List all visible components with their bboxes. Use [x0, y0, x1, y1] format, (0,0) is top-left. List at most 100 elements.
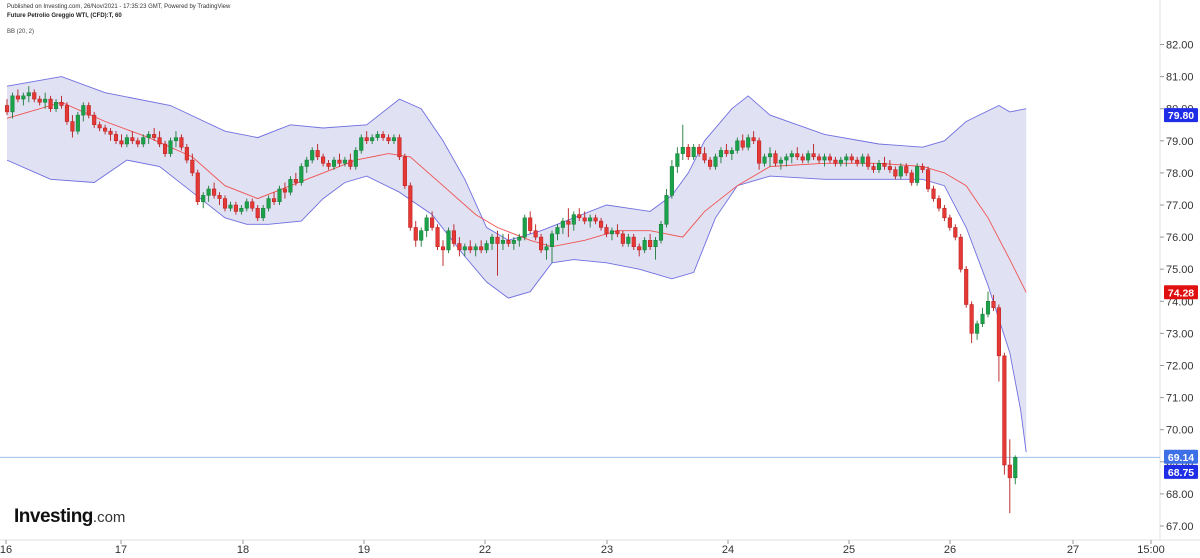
candle-body — [528, 217, 533, 231]
candle-body — [675, 153, 680, 167]
candle-body — [212, 188, 217, 196]
candle — [827, 153, 833, 164]
candle — [697, 144, 702, 157]
y-tick-label: 77.00 — [1166, 200, 1194, 212]
price-tag: 79.80 — [1164, 108, 1198, 123]
candle — [375, 131, 380, 141]
candle — [299, 163, 304, 186]
candle-body — [244, 201, 249, 209]
candle — [97, 121, 102, 132]
candle — [21, 92, 26, 106]
candle-body — [255, 207, 260, 219]
candle-body — [391, 137, 396, 142]
price-tag-label: 68.75 — [1168, 467, 1194, 479]
candle — [272, 192, 277, 205]
candle-body — [566, 220, 571, 225]
candle — [980, 307, 985, 327]
candle — [408, 182, 413, 231]
y-tick-label: 75.00 — [1166, 264, 1194, 276]
candle-body — [827, 156, 833, 161]
candle-body — [522, 217, 527, 238]
candle-body — [21, 95, 26, 100]
candle — [882, 156, 887, 170]
candle-body — [724, 150, 729, 154]
candle-body — [119, 140, 124, 145]
candle-body — [909, 172, 914, 183]
candle-body — [479, 246, 484, 251]
candle — [64, 102, 70, 125]
candle — [190, 153, 195, 177]
candle-body — [277, 188, 282, 203]
y-tick-label: 73.00 — [1166, 328, 1194, 340]
candle — [479, 240, 484, 254]
x-tick-label: 26 — [944, 544, 956, 556]
candle-body — [342, 159, 347, 164]
candle-body — [658, 224, 664, 241]
candle-body — [964, 268, 969, 305]
candle — [942, 205, 947, 222]
candle — [113, 131, 119, 145]
candle-body — [124, 137, 129, 145]
candle-body — [500, 240, 505, 244]
candle — [233, 201, 238, 215]
logo-suffix: .com — [92, 509, 126, 526]
price-tag-bg — [1164, 285, 1198, 300]
candle-body — [32, 92, 37, 100]
candle — [511, 237, 516, 250]
candle — [866, 153, 871, 170]
candle-body — [108, 130, 113, 135]
candle-body — [762, 156, 767, 164]
candle — [571, 211, 576, 231]
candle-body — [282, 188, 287, 193]
investing-logo: Investing.com — [14, 506, 125, 528]
candle-body — [163, 143, 168, 154]
candle-body — [1002, 355, 1007, 466]
candle — [855, 156, 860, 167]
price-tag: 74.28 — [1164, 285, 1198, 300]
candle-body — [321, 156, 326, 164]
candle-body — [577, 214, 582, 219]
candle-body — [484, 243, 489, 251]
candle-body — [996, 307, 1001, 357]
candle-body — [473, 246, 478, 251]
candle — [708, 156, 713, 170]
candle — [713, 153, 718, 170]
candle — [75, 111, 80, 135]
candle — [926, 166, 931, 193]
candle-body — [375, 134, 380, 138]
candle-body — [222, 198, 228, 209]
price-tag-bg — [1164, 464, 1198, 479]
candle-body — [582, 217, 587, 222]
candle-body — [953, 227, 958, 238]
logo-word: Investing — [14, 506, 93, 527]
x-tick-label: 16 — [0, 544, 12, 556]
candle — [32, 89, 37, 103]
candle — [212, 182, 217, 199]
candle-body — [457, 243, 462, 251]
candle-body — [37, 98, 42, 103]
candle-body — [735, 140, 740, 151]
candle — [446, 227, 451, 254]
candle — [495, 230, 500, 276]
candle-body — [157, 137, 162, 145]
candle-body — [767, 153, 773, 158]
candle-body — [15, 95, 20, 100]
candle — [266, 195, 271, 212]
candle-body — [402, 156, 407, 186]
candle — [364, 131, 369, 145]
candle-body — [381, 134, 386, 138]
candle-body — [784, 156, 789, 161]
candle-body — [604, 227, 609, 235]
candle-body — [876, 163, 882, 170]
candle — [522, 214, 527, 241]
candle — [391, 134, 396, 145]
candle — [626, 233, 631, 247]
candle — [555, 224, 560, 241]
candle-body — [495, 236, 500, 244]
candle-body — [593, 217, 598, 222]
y-tick-label: 68.00 — [1166, 489, 1194, 501]
candle — [250, 198, 255, 212]
candle-body — [233, 204, 238, 212]
candle — [135, 137, 140, 148]
